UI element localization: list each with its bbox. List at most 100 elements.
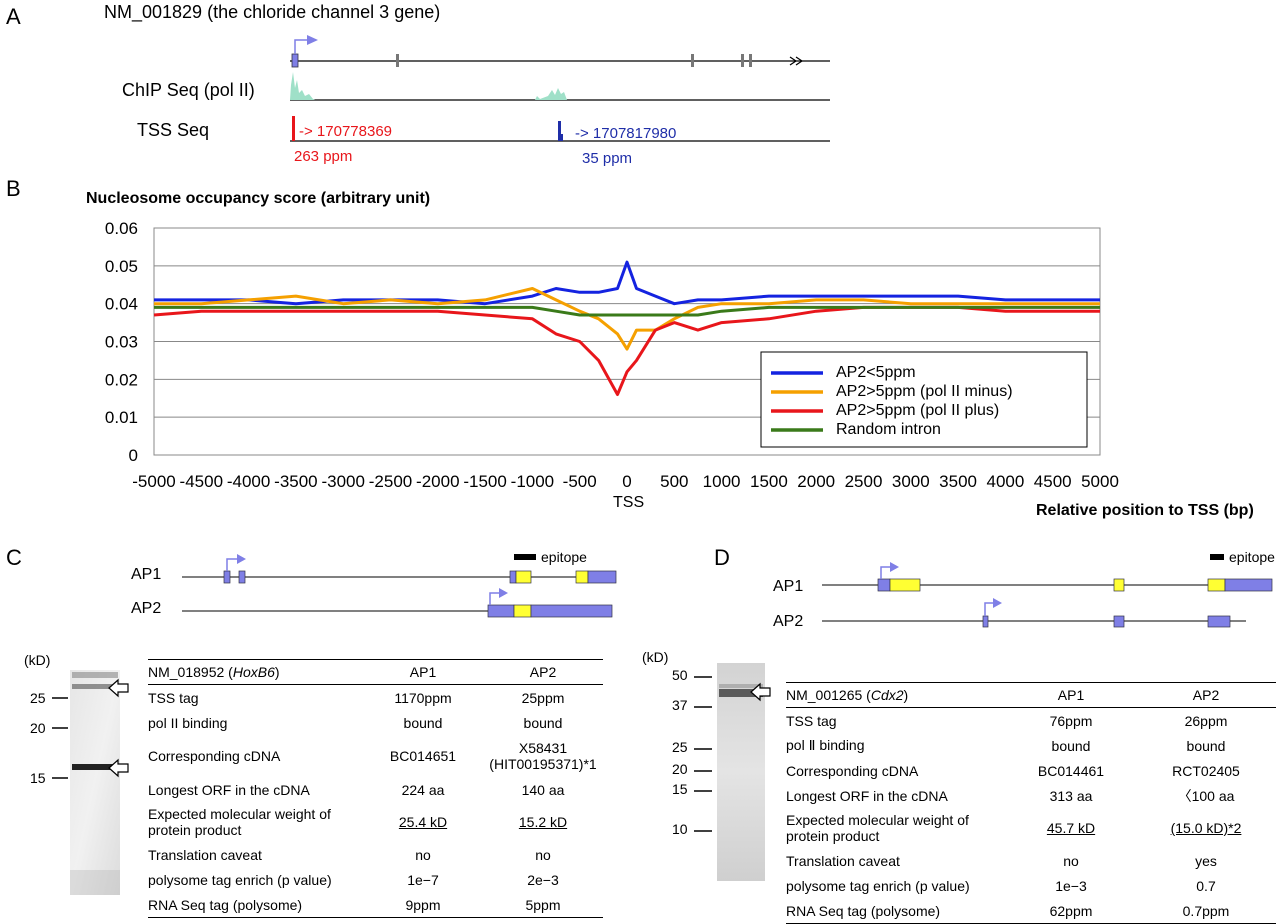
cell-ap1: 1e−7: [407, 871, 439, 888]
exon-2: [396, 54, 399, 67]
c-data-table: NM_018952 (HoxB6) AP1 AP2 TSS tag 1170ppm…: [148, 659, 603, 918]
x-tick-label: 2500: [845, 472, 883, 491]
d-ap2-label: AP2: [773, 613, 804, 630]
exon-4: [741, 54, 744, 67]
d-epitope-bar: [1210, 554, 1224, 560]
cell-ap1: 1170ppm: [394, 689, 452, 706]
c-ap2-label: AP2: [131, 600, 162, 617]
x-tick-label: -5000: [132, 472, 175, 491]
y-tick-label: 0: [129, 446, 138, 465]
legend-label-3: AP2>5ppm (pol II plus): [836, 402, 1000, 419]
x-tick-label: 3000: [892, 472, 930, 491]
row-label: polysome tag enrich (p value): [148, 871, 332, 888]
tss-arrow-icon: [294, 39, 308, 54]
table-row: Expected molecular weight of protein prod…: [786, 808, 1276, 848]
legend-label-1: AP2<5ppm: [836, 364, 916, 381]
cell-ap2: 25ppm: [521, 689, 565, 706]
cell-ap1: BC014651: [389, 748, 457, 764]
x-tick-label: 1500: [750, 472, 788, 491]
cell-ap2: X58431 (HIT00195371)*1: [483, 735, 603, 777]
row-label: Expected molecular weight of protein prod…: [786, 808, 1006, 848]
blue-tss-position: -> 1707817980: [575, 125, 677, 142]
table-row: Expected molecular weight of protein prod…: [148, 802, 603, 842]
row-label: TSS tag: [148, 689, 199, 706]
table-row: polysome tag enrich (p value) 1e−3 0.7: [786, 873, 1276, 898]
d-marker-50: 50: [672, 667, 688, 683]
cell-ap1: 224 aa: [401, 781, 445, 798]
d-marker-25: 25: [672, 739, 688, 755]
cell-ap1: 313 aa: [1049, 787, 1093, 804]
row-label: Longest ORF in the cDNA: [786, 787, 948, 804]
c-col-ap1: AP1: [363, 659, 483, 685]
c-col-ap2: AP2: [483, 659, 603, 685]
c-epitope-bar: [514, 554, 536, 560]
d-western-blot: [717, 663, 765, 881]
d-arrow-icon: [750, 682, 771, 702]
d-marker-15: 15: [672, 781, 688, 797]
x-tick-label: 500: [660, 472, 688, 491]
x-tick-label: 1000: [703, 472, 741, 491]
d-ap2-tss-arrow-icon: [984, 602, 994, 616]
y-tick-label: 0.01: [105, 408, 138, 427]
cell-ap1: 25.4 kD: [398, 814, 448, 830]
c-ap2-tss-arrow-icon: [489, 592, 500, 605]
x-tick-label: -3500: [274, 472, 317, 491]
c-marker-25: 25: [30, 690, 46, 706]
legend-label-4: Random intron: [836, 421, 941, 438]
chart-title: Nucleosome occupancy score (arbitrary un…: [86, 190, 431, 207]
d-data-table: NM_001265 (Cdx2) AP1 AP2 TSS tag 76ppm 26p…: [786, 682, 1276, 924]
x-tick-label: 4000: [986, 472, 1024, 491]
table-row: pol Ⅱ binding bound bound: [786, 733, 1276, 758]
cell-ap2: 〈100 aa: [1177, 787, 1235, 804]
d-kd-label: (kD): [642, 649, 669, 665]
cell-ap1: 76ppm: [1049, 712, 1093, 729]
d-gene-header: NM_001265 (Cdx2): [786, 682, 1006, 708]
red-tss-ppm: 263 ppm: [294, 148, 353, 165]
row-label-line1: Expected molecular weight of: [786, 812, 969, 828]
x-tick-label: -1500: [463, 472, 506, 491]
cell-ap2: yes: [1195, 852, 1217, 869]
table-row: TSS tag 1170ppm 25ppm: [148, 685, 603, 711]
d-marker-10: 10: [672, 821, 688, 837]
cell-ap1: 9ppm: [363, 892, 483, 918]
c-arrow-icon-lower: [108, 758, 129, 778]
cell-ap1: BC014461: [1037, 762, 1105, 779]
row-label: RNA Seq tag (polysome): [786, 898, 1006, 924]
table-row: polysome tag enrich (p value) 1e−7 2e−3: [148, 867, 603, 892]
table-header-row: NM_018952 (HoxB6) AP1 AP2: [148, 659, 603, 685]
row-label: pol II binding: [148, 714, 228, 731]
table-row: Longest ORF in the cDNA 224 aa 140 aa: [148, 777, 603, 802]
panel-b-letter: B: [6, 176, 21, 201]
x-tick-label: -500: [563, 472, 597, 491]
y-tick-label: 0.04: [105, 295, 138, 314]
d-col-ap1: AP1: [1006, 682, 1136, 708]
y-tick-label: 0.02: [105, 370, 138, 389]
x-tick-label: -2000: [416, 472, 459, 491]
x-tick-label: 4500: [1034, 472, 1072, 491]
d-marker-37: 37: [672, 697, 688, 713]
cell-ap2: 5ppm: [483, 892, 603, 918]
table-row: Longest ORF in the cDNA 313 aa 〈100 aa: [786, 783, 1276, 808]
c-epitope-label: epitope: [541, 549, 587, 565]
tss-seq-label: TSS Seq: [137, 120, 210, 140]
cell-ap1: bound: [1051, 737, 1091, 754]
d-marker-20: 20: [672, 761, 688, 777]
row-label: pol Ⅱ binding: [786, 737, 865, 753]
tss-axis-label: TSS: [613, 494, 645, 511]
row-label-line1: Expected molecular weight of: [148, 806, 331, 822]
cell-ap1: bound: [403, 714, 443, 731]
series-line-2: [154, 287, 1100, 351]
cell-ap1: 1e−3: [1055, 877, 1087, 894]
x-tick-label: 0: [622, 472, 631, 491]
cell-ap2: 15.2 kD: [518, 814, 568, 830]
row-label: Translation caveat: [786, 852, 900, 869]
row-label: RNA Seq tag (polysome): [148, 892, 363, 918]
y-tick-label: 0.05: [105, 257, 138, 276]
cell-ap2: 26ppm: [1184, 712, 1228, 729]
x-tick-label: 5000: [1081, 472, 1119, 491]
x-tick-label: 2000: [797, 472, 835, 491]
row-label: TSS tag: [786, 712, 837, 729]
